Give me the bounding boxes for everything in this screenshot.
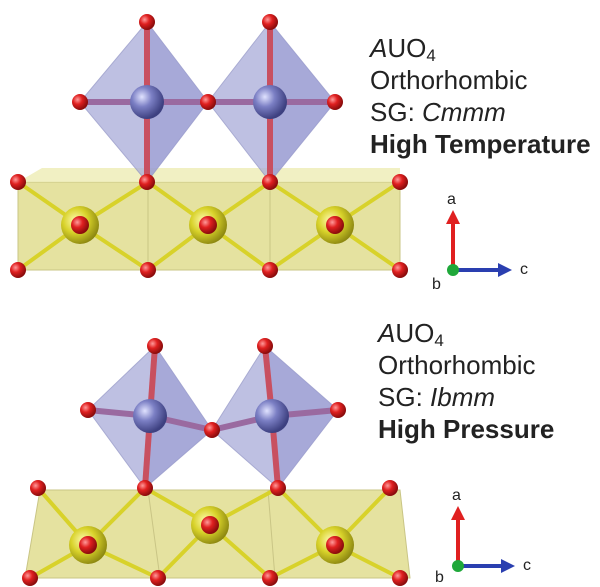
bottom-oxygen-atoms: [22, 338, 408, 586]
bottom-space-group-prefix: SG:: [378, 382, 431, 412]
top-axis-label-a: a: [447, 191, 456, 208]
bottom-uranium-octahedra: [87, 345, 339, 489]
top-formula-rest: UO: [387, 33, 427, 63]
bottom-axis-triad: [451, 506, 515, 573]
bottom-formula: AUO4: [378, 318, 444, 349]
top-formula-subscript: 4: [426, 46, 436, 65]
top-oxygen-atoms: [10, 14, 408, 278]
top-space-group: SG: Cmmm: [370, 99, 506, 125]
bottom-axis-label-c: c: [523, 557, 531, 574]
top-axis-triad: [446, 210, 512, 277]
bottom-formula-subscript: 4: [434, 331, 444, 350]
bottom-formula-italic: A: [378, 318, 396, 348]
bottom-formula-rest: UO: [395, 318, 435, 348]
top-axis-label-b: b: [432, 276, 441, 293]
top-condition: High Temperature: [370, 129, 591, 159]
top-axis-label-c: c: [520, 261, 528, 278]
bottom-a-site-atoms: [69, 506, 354, 564]
top-structure: [10, 14, 408, 278]
top-formula: AUO4: [370, 33, 436, 64]
bottom-crystal-system: Orthorhombic: [378, 350, 536, 380]
top-a-site-atoms: [61, 206, 354, 244]
top-space-group-symbol: Cmmm: [422, 97, 506, 127]
bottom-axis-label-a: a: [452, 487, 461, 504]
top-uranium-atoms: [130, 85, 287, 119]
top-formula-italic: A: [370, 33, 388, 63]
bottom-space-group-symbol: Ibmm: [430, 382, 496, 412]
top-space-group-prefix: SG:: [370, 97, 423, 127]
top-crystal-system: Orthorhombic: [370, 65, 528, 95]
bottom-uranium-atoms: [133, 399, 289, 433]
bottom-space-group: SG: Ibmm: [378, 384, 495, 410]
bottom-axis-label-b: b: [435, 569, 444, 586]
bottom-structure: [22, 338, 411, 586]
bottom-condition: High Pressure: [378, 414, 555, 444]
